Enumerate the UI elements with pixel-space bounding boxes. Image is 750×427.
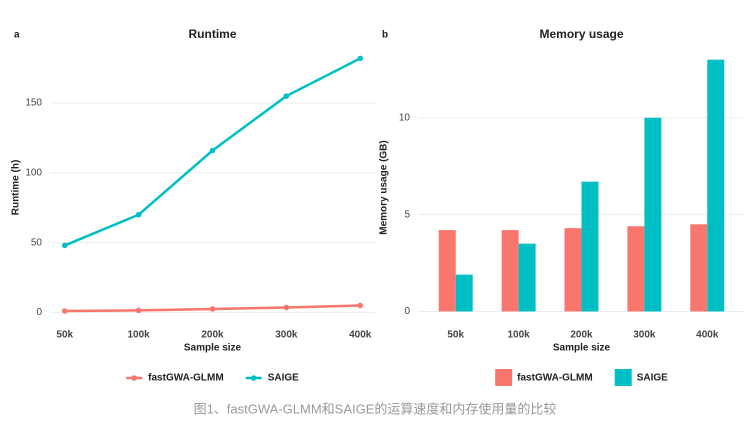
y-axis-label: Runtime (h) [11, 160, 22, 216]
x-axis-label: Sample size [553, 343, 611, 354]
y-tick-label: 100 [25, 167, 42, 178]
point [209, 147, 216, 154]
legend-swatch [614, 369, 632, 386]
bar [581, 181, 599, 312]
y-tick-label: 50 [31, 237, 43, 248]
legend-label: SAIGE [637, 373, 668, 384]
point [283, 93, 290, 99]
point [61, 242, 68, 249]
legend-swatch [131, 375, 137, 381]
y-tick-label: 10 [399, 112, 411, 123]
x-axis-label: Sample size [184, 343, 242, 354]
legend-swatch [495, 369, 513, 386]
bar [438, 230, 456, 312]
bar [518, 243, 536, 312]
y-tick-label: 0 [36, 307, 42, 318]
legend-label: fastGWA-GLMM [148, 373, 224, 384]
x-tick-label: 400k [696, 330, 719, 341]
caption: 图1、fastGWA-GLMM和SAIGE的运算速度和内存使用量的比较 [194, 401, 557, 416]
x-tick-label: 100k [128, 330, 151, 341]
y-axis-label: Memory usage (GB) [379, 140, 390, 234]
point [209, 306, 216, 312]
bar [644, 117, 662, 312]
y-tick-label: 5 [404, 209, 410, 220]
point [357, 302, 364, 309]
x-tick-label: 50k [56, 330, 73, 341]
bar [707, 59, 725, 312]
panel-label: a [14, 30, 20, 41]
x-tick-label: 200k [201, 330, 224, 341]
bar [501, 230, 519, 312]
bar [690, 224, 708, 312]
point [61, 308, 68, 314]
x-tick-label: 50k [447, 330, 464, 341]
x-tick-label: 300k [275, 330, 298, 341]
legend-swatch [250, 375, 257, 381]
bar [627, 226, 645, 312]
y-tick-label: 0 [404, 306, 410, 317]
point [357, 55, 364, 62]
x-tick-label: 400k [349, 330, 372, 341]
x-tick-label: 300k [633, 330, 656, 341]
panel-label: b [382, 30, 388, 41]
x-tick-label: 100k [507, 330, 530, 341]
point [283, 304, 290, 311]
point [135, 307, 142, 314]
point [135, 211, 142, 218]
bar [564, 228, 582, 312]
chart-title: Memory usage [539, 27, 623, 41]
chart-title: Runtime [189, 27, 237, 41]
x-tick-label: 200k [570, 330, 593, 341]
legend-label: SAIGE [268, 373, 299, 384]
bar [455, 274, 473, 312]
legend-label: fastGWA-GLMM [517, 373, 593, 384]
y-tick-label: 150 [25, 98, 42, 109]
